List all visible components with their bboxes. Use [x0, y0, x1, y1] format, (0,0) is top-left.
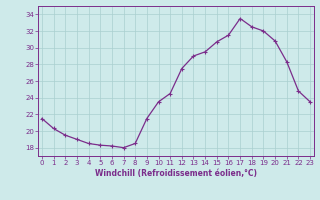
X-axis label: Windchill (Refroidissement éolien,°C): Windchill (Refroidissement éolien,°C)	[95, 169, 257, 178]
